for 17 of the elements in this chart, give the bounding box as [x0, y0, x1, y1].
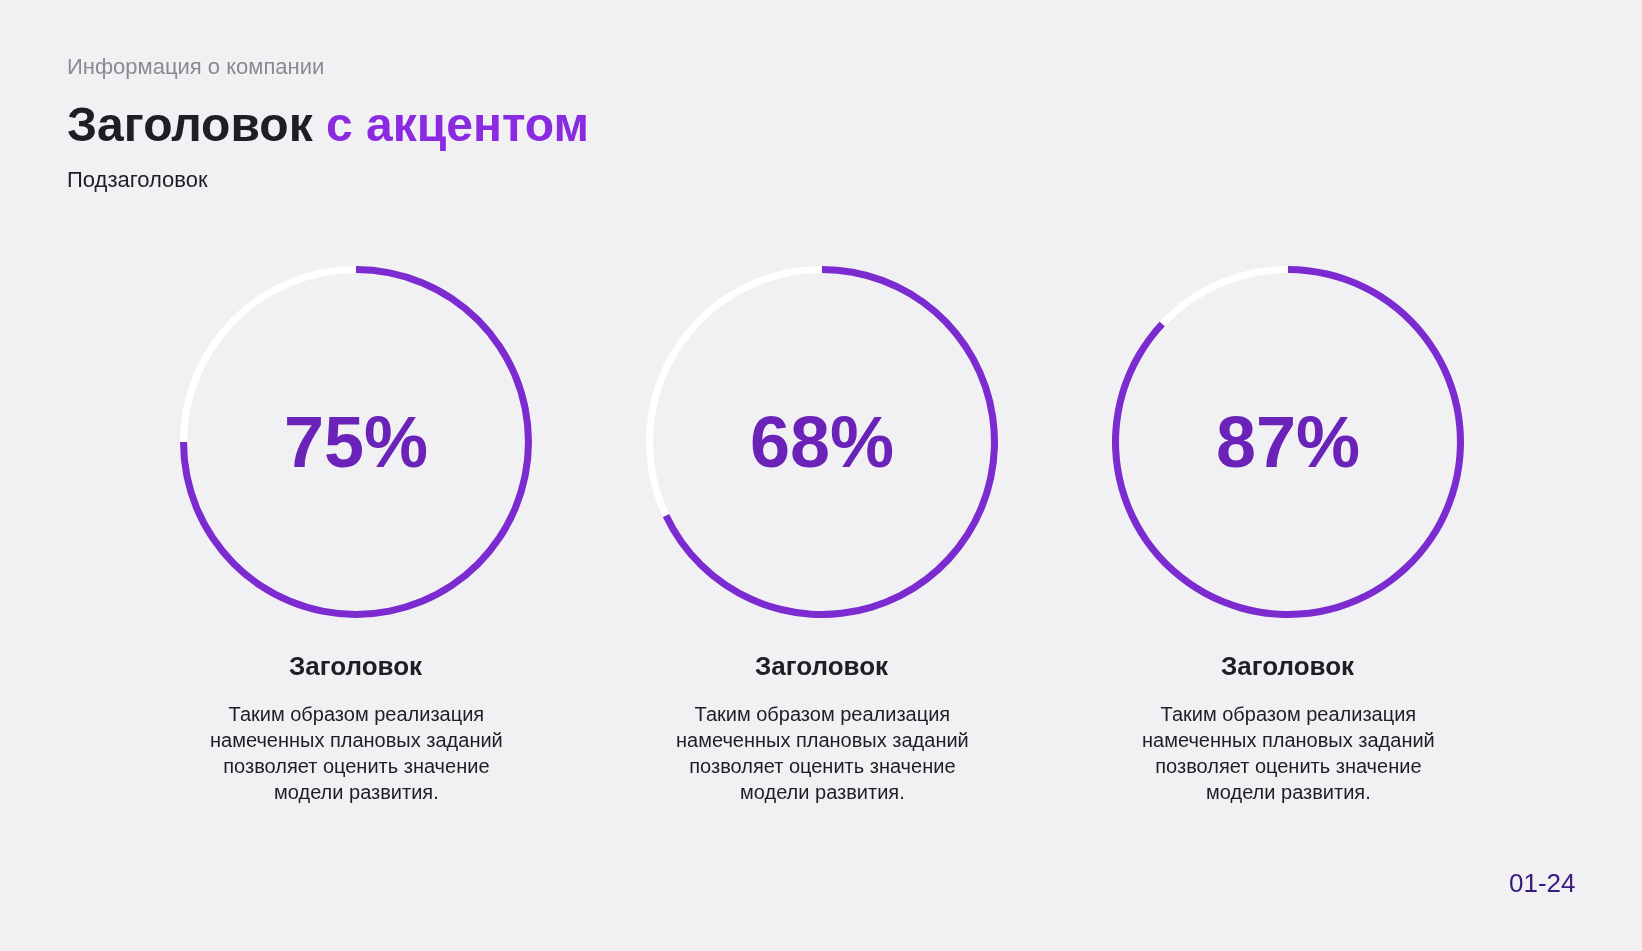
text: Таким образом реализация намеченных плановых заданий позволяет оценить значение модели развития. [676, 703, 969, 803]
donut-slice [1112, 266, 1464, 618]
donut-slice [180, 266, 532, 618]
chart-subtitle: Подзаголовок [67, 167, 209, 192]
text: Заголовок [289, 651, 424, 681]
donut-slice [1159, 266, 1288, 327]
text: Заголовок [755, 651, 890, 681]
text: 01-24 [1509, 868, 1576, 898]
text: Заголовок [1221, 651, 1356, 681]
donut-slice [662, 266, 998, 618]
text: Информация о компании [67, 54, 325, 79]
text: 87% [1216, 402, 1361, 482]
chart-title: Заголовок с акцентом [67, 98, 589, 151]
text: 68% [750, 402, 895, 482]
text: Таким образом реализация намеченных плановых заданий позволяет оценить значение модели развития. [210, 703, 503, 803]
text: 75% [284, 402, 429, 482]
text: Таким образом реализация намеченных плановых заданий позволяет оценить значение модели развития. [1142, 703, 1435, 803]
